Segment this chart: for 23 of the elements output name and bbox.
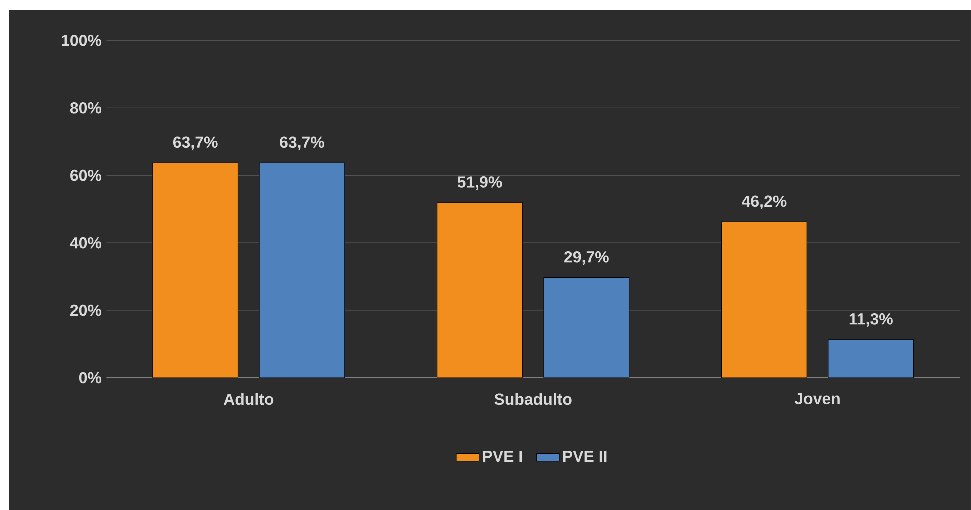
x-tick-label: Joven (794, 393, 840, 405)
y-tick-label: 60% (70, 170, 102, 182)
data-label: 51,9% (458, 176, 502, 190)
y-tick-label: 80% (70, 102, 102, 114)
y-tick-label: 0% (79, 372, 102, 384)
data-label: 63,7% (280, 136, 324, 150)
x-tick-label: Adulto (224, 393, 274, 406)
data-label: 63,7% (173, 136, 218, 150)
data-label: 11,3% (850, 314, 893, 328)
x-tick-label: Subadulto (494, 393, 572, 406)
bar (259, 162, 346, 378)
y-tick-label: 100% (62, 35, 102, 46)
bar (828, 340, 914, 378)
bar (152, 162, 238, 378)
data-label: 46,2% (742, 196, 787, 210)
bar (544, 278, 630, 378)
y-tick-label: 20% (70, 304, 102, 316)
legend-label: PVE I (483, 451, 522, 462)
data-label: 29,7% (564, 251, 609, 266)
legend-label: PVE II (563, 451, 607, 462)
y-tick-label: 40% (70, 237, 102, 249)
bar (722, 222, 808, 378)
bar (437, 202, 523, 378)
